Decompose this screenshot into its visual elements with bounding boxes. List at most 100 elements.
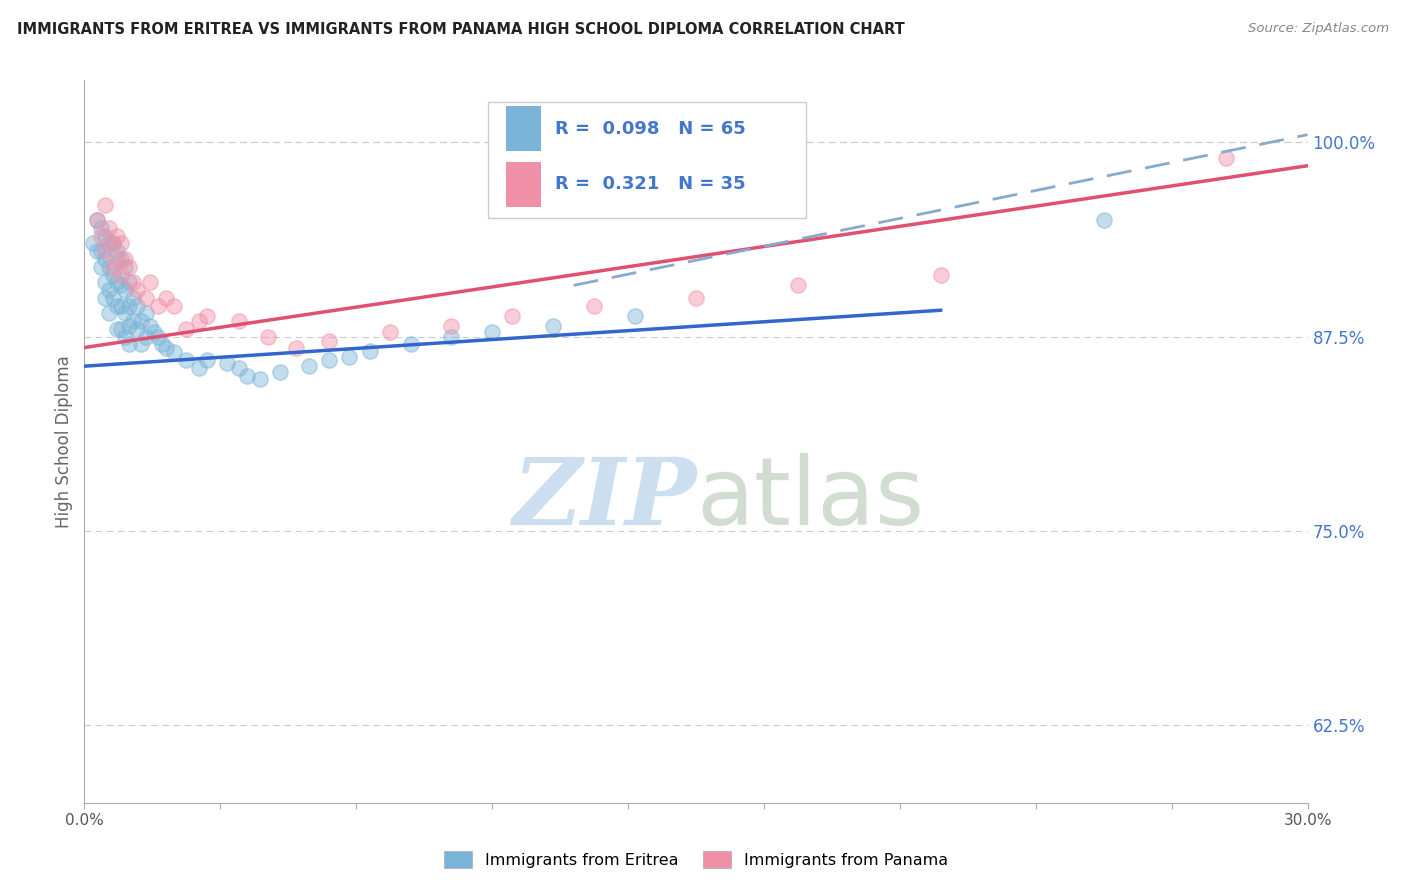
Text: R =  0.098   N = 65: R = 0.098 N = 65 — [555, 120, 747, 137]
Point — [105, 252, 128, 266]
Point — [318, 353, 340, 368]
Point — [787, 278, 810, 293]
FancyBboxPatch shape — [488, 102, 806, 218]
Point — [138, 318, 160, 333]
Point — [359, 343, 381, 358]
Point — [257, 329, 280, 343]
Point — [97, 283, 120, 297]
Text: Source: ZipAtlas.com: Source: ZipAtlas.com — [1249, 22, 1389, 36]
Point — [249, 371, 271, 385]
Point — [187, 360, 209, 375]
Point — [285, 341, 308, 355]
Point — [114, 252, 136, 266]
Point — [543, 318, 565, 333]
Point — [174, 353, 197, 368]
Point — [583, 299, 606, 313]
Point — [90, 228, 112, 243]
Point — [122, 275, 145, 289]
Point — [101, 268, 124, 282]
Point — [269, 365, 291, 379]
Text: R =  0.321   N = 35: R = 0.321 N = 35 — [555, 176, 747, 194]
Point — [236, 368, 259, 383]
Point — [481, 325, 503, 339]
Point — [685, 291, 707, 305]
Point — [228, 360, 250, 375]
Point — [90, 260, 112, 274]
Point — [93, 291, 115, 305]
Point — [110, 268, 132, 282]
Point — [110, 252, 132, 266]
Point — [93, 197, 115, 211]
Point — [131, 337, 153, 351]
Text: ZIP: ZIP — [512, 454, 696, 544]
Point — [135, 291, 157, 305]
Point — [298, 359, 321, 374]
Point — [110, 299, 132, 313]
Point — [97, 260, 120, 274]
Point — [86, 244, 108, 259]
Point — [146, 329, 169, 343]
Point — [82, 236, 104, 251]
Point — [624, 310, 647, 324]
Point — [110, 236, 132, 251]
Point — [118, 337, 141, 351]
Point — [1215, 151, 1237, 165]
Point — [131, 314, 153, 328]
Point — [135, 306, 157, 320]
Point — [187, 314, 209, 328]
Point — [163, 299, 186, 313]
Point — [399, 337, 422, 351]
Point — [90, 220, 112, 235]
Point — [105, 244, 128, 259]
Point — [97, 236, 120, 251]
Point — [110, 322, 132, 336]
Point — [93, 244, 115, 259]
Point — [101, 236, 124, 251]
Point — [339, 350, 361, 364]
Point — [101, 236, 124, 251]
Point — [114, 306, 136, 320]
Point — [380, 325, 402, 339]
Text: atlas: atlas — [696, 453, 924, 545]
Point — [150, 337, 173, 351]
Point — [114, 260, 136, 274]
Point — [93, 252, 115, 266]
Point — [135, 329, 157, 343]
Point — [93, 228, 115, 243]
Point — [122, 291, 145, 305]
Point — [110, 278, 132, 293]
Point — [318, 334, 340, 349]
Point — [114, 329, 136, 343]
Point — [86, 213, 108, 227]
Point — [195, 353, 218, 368]
Point — [929, 268, 952, 282]
Point — [142, 325, 165, 339]
FancyBboxPatch shape — [506, 162, 541, 207]
Point — [440, 329, 463, 343]
Point — [105, 322, 128, 336]
Point — [118, 299, 141, 313]
Text: IMMIGRANTS FROM ERITREA VS IMMIGRANTS FROM PANAMA HIGH SCHOOL DIPLOMA CORRELATIO: IMMIGRANTS FROM ERITREA VS IMMIGRANTS FR… — [17, 22, 904, 37]
Point — [97, 220, 120, 235]
Point — [101, 260, 124, 274]
Point — [163, 345, 186, 359]
Point — [122, 314, 145, 328]
Point — [217, 356, 239, 370]
Point — [228, 314, 250, 328]
Point — [155, 291, 177, 305]
Point — [105, 299, 128, 313]
Point — [174, 322, 197, 336]
Point — [105, 275, 128, 289]
Point — [97, 306, 120, 320]
Point — [127, 299, 149, 313]
Point — [118, 260, 141, 274]
Point — [1092, 213, 1115, 227]
Y-axis label: High School Diploma: High School Diploma — [55, 355, 73, 528]
Point — [86, 213, 108, 227]
Point — [440, 318, 463, 333]
Point — [155, 341, 177, 355]
Point — [195, 310, 218, 324]
Point — [90, 244, 112, 259]
Point — [114, 283, 136, 297]
Point — [127, 283, 149, 297]
